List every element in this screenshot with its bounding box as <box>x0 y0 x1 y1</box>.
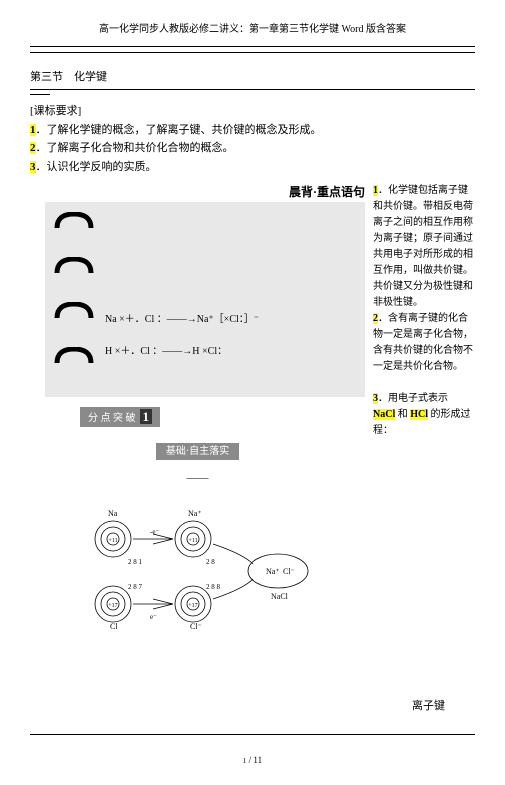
req-item: 1．了解化学键的概念，了解离子键、共价键的概念及形成。 <box>30 122 475 139</box>
breakthrough-badge: 分 点 突 破1 <box>80 407 160 427</box>
formula-nacl: Na ×＋．Cl ：——→Na⁺［×Cl：］⁻ <box>105 310 259 325</box>
svg-text:Cl⁻: Cl⁻ <box>190 622 202 631</box>
dash: —— <box>30 472 365 484</box>
svg-text:+11: +11 <box>188 538 197 544</box>
morning-title: 晨背·重点语句 <box>30 183 365 200</box>
gray-panel: Na ×＋．Cl ：——→Na⁺［×Cl：］⁻ H ×＋．Cl ：——→H ×C… <box>45 202 365 397</box>
req-title: [课标要求] <box>30 103 475 120</box>
svg-text:2 8 1: 2 8 1 <box>128 558 143 566</box>
binder-ring-icon <box>53 302 95 322</box>
right-column: 1．化学键包括离子键和共价键。带相反电荷离子之间的相互作用称为离子键；原子间通过… <box>365 183 475 657</box>
divider <box>30 45 475 47</box>
svg-text:Na⁺: Na⁺ <box>266 567 280 576</box>
requirements: [课标要求] 1．了解化学键的概念，了解离子键、共价键的概念及形成。 2．了解离… <box>30 103 475 175</box>
svg-text:Na: Na <box>108 509 118 518</box>
svg-text:Na⁺: Na⁺ <box>188 509 202 518</box>
svg-text:-e⁻: -e⁻ <box>150 528 159 536</box>
page-footer: 1 / 11 <box>30 755 475 765</box>
binder-ring-icon <box>53 347 95 367</box>
svg-text:e⁻: e⁻ <box>150 613 157 621</box>
divider <box>30 51 475 53</box>
svg-text:+17: +17 <box>188 603 197 609</box>
svg-text:2 8: 2 8 <box>206 558 215 566</box>
page-header: 高一化学同步人教版必修二讲义：第一章第三节化学键 Word 版含答案 <box>30 20 475 35</box>
formula-hcl: H ×＋．Cl ：——→H ×Cl： <box>105 342 227 357</box>
svg-text:2 8 7: 2 8 7 <box>128 583 143 591</box>
binder-ring-icon <box>53 212 95 232</box>
svg-text:Cl⁻: Cl⁻ <box>283 567 295 576</box>
svg-text:NaCl: NaCl <box>271 592 289 601</box>
req-item: 2．了解离子化合物和共价化合物的概念。 <box>30 140 475 157</box>
svg-text:+11: +11 <box>108 538 117 544</box>
electron-diagram: +11 +11 +17 +17 Na Na⁺ Cl Cl⁻ -e⁻ e⁻ Na⁺… <box>78 504 318 637</box>
short-line <box>30 94 50 95</box>
divider <box>30 733 475 735</box>
svg-text:+17: +17 <box>108 603 117 609</box>
svg-text:2 8 8: 2 8 8 <box>206 583 221 591</box>
divider <box>30 88 475 90</box>
subtitle-badge: 基础·自主落实 <box>30 442 365 457</box>
ionic-bond-label: 离子键 <box>30 697 445 713</box>
binder-ring-icon <box>53 257 95 277</box>
svg-text:Cl: Cl <box>110 622 118 631</box>
req-item: 3．认识化学反响的实质。 <box>30 159 475 176</box>
section-title: 第三节 化学键 <box>30 68 475 84</box>
